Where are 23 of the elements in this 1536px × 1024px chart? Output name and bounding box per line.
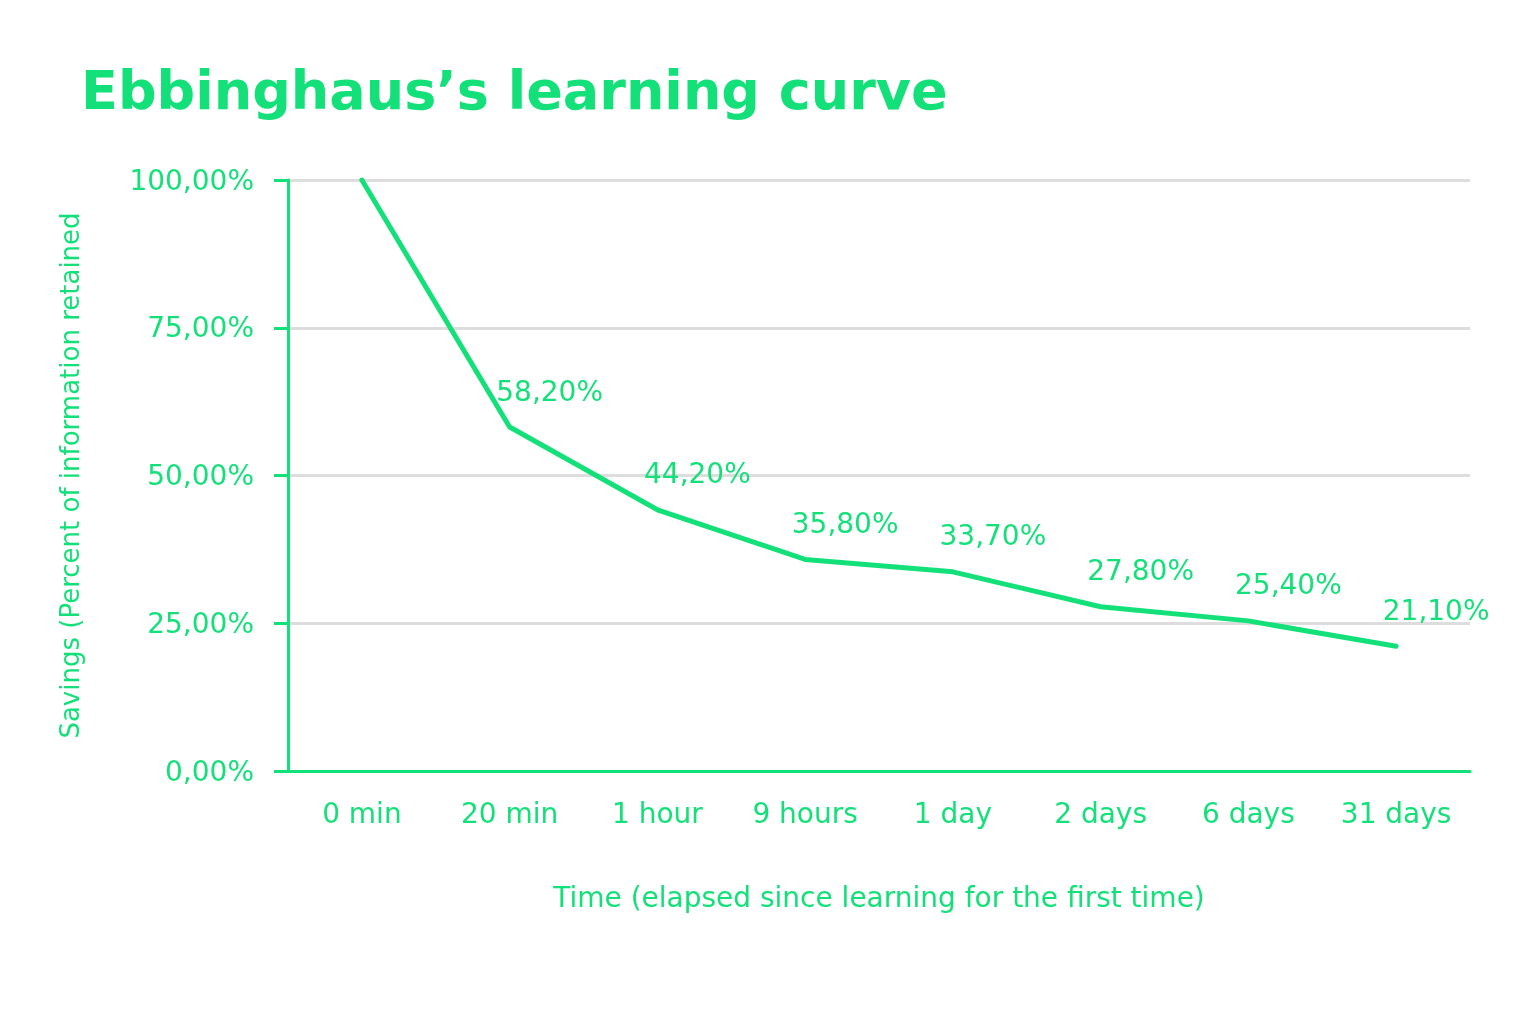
data-label: 44,20% (643, 457, 751, 491)
data-label: 25,40% (1234, 568, 1342, 602)
x-tick-label: 1 hour (611, 796, 704, 830)
data-label: 58,20% (496, 374, 604, 408)
data-label: 33,70% (939, 519, 1047, 553)
y-tick-label: 25,00% (147, 606, 254, 640)
y-tick-label: 100,00% (129, 163, 254, 197)
x-tick-label: 31 days (1340, 796, 1452, 830)
y-tick-label: 75,00% (147, 311, 254, 345)
x-tick-label: 20 min (460, 796, 559, 830)
y-tick-label: 50,00% (147, 459, 254, 492)
x-tick-label: 1 day (913, 796, 992, 830)
y-axis-title: Savings (Percent of information retained (55, 212, 85, 739)
chart-title: Ebbinghaus’s learning curve (81, 58, 948, 122)
y-tick-label: 0,00% (165, 754, 254, 788)
x-tick-label: 2 days (1054, 796, 1148, 830)
x-tick-label: 0 min (322, 796, 402, 830)
data-label: 27,80% (1087, 554, 1195, 588)
data-label: 35,80% (791, 506, 899, 540)
x-tick-label: 6 days (1201, 796, 1295, 830)
x-tick-label: 9 hours (752, 796, 858, 830)
data-label: 21,10% (1382, 593, 1490, 627)
x-axis-title: Time (elapsed since learning for the first time) (552, 880, 1205, 914)
